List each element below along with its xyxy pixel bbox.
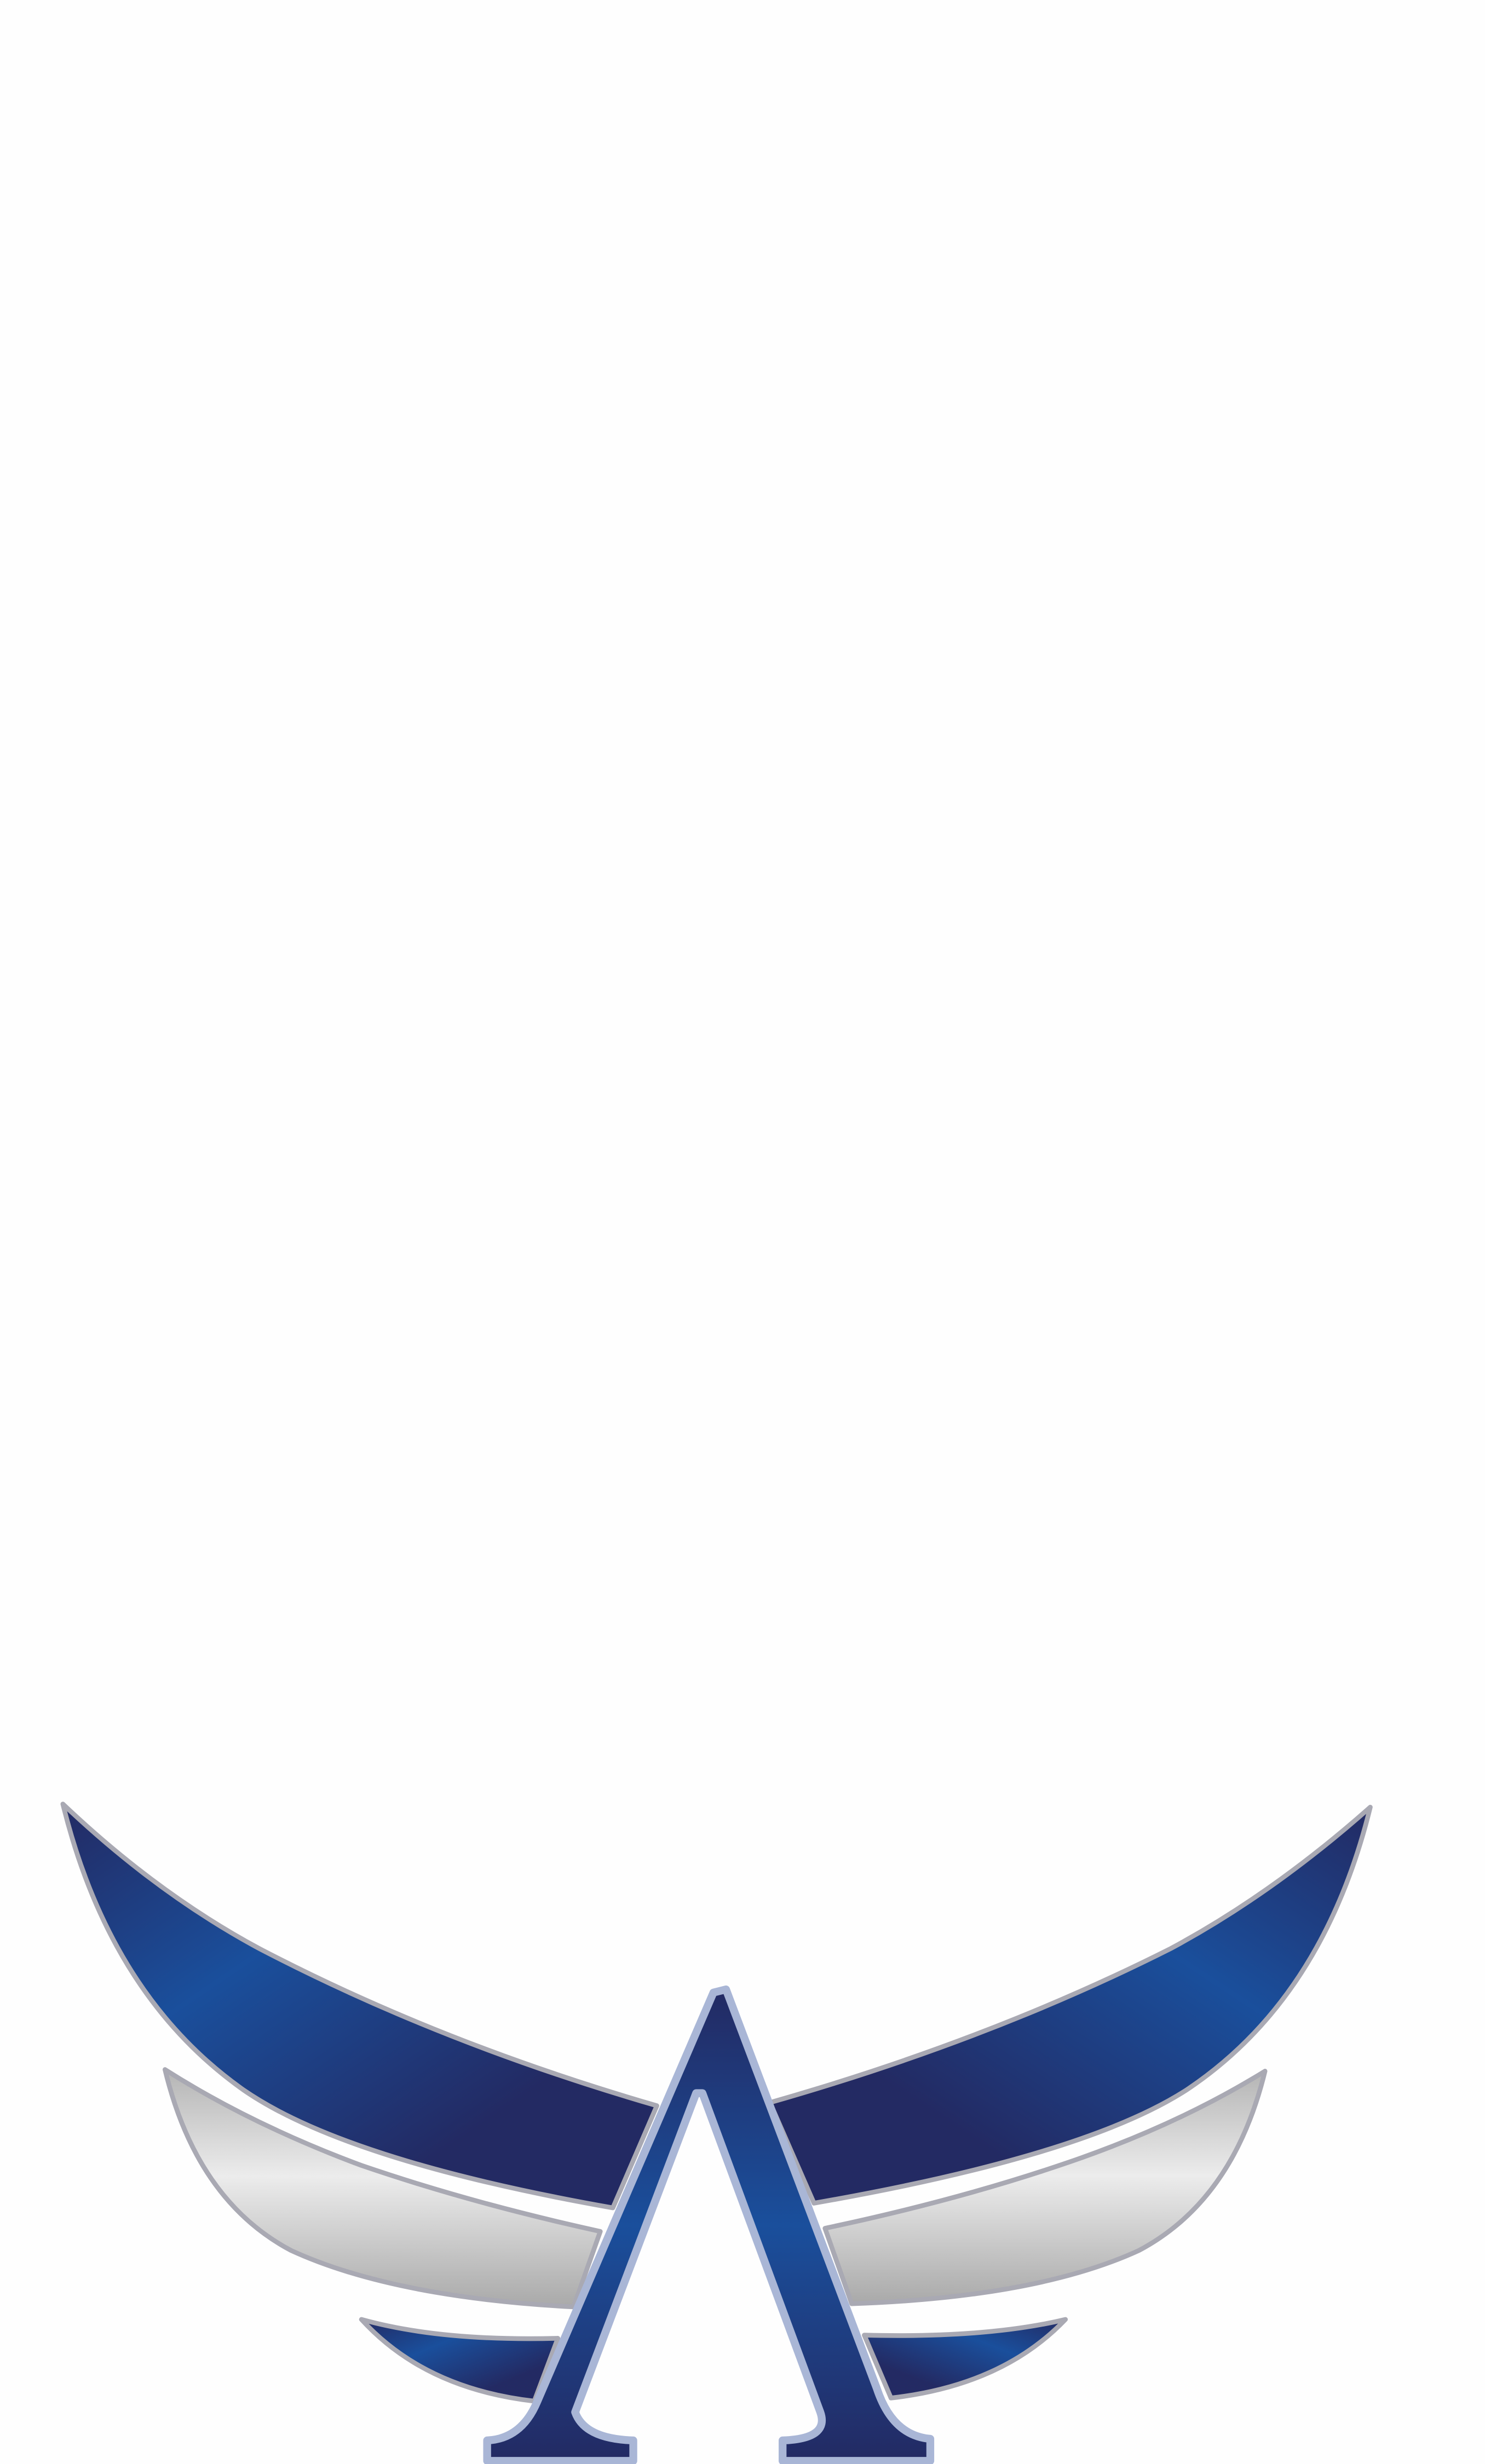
upper-left-wing — [60, 1802, 659, 2211]
middle-left-wing — [163, 2067, 603, 2310]
middle-right-wing — [822, 2069, 1268, 2306]
letter-a — [483, 1985, 935, 2464]
lower-left-wing — [359, 2317, 561, 2404]
lower-right-wing — [862, 2317, 1068, 2400]
upper-right-wing — [767, 1804, 1373, 2206]
